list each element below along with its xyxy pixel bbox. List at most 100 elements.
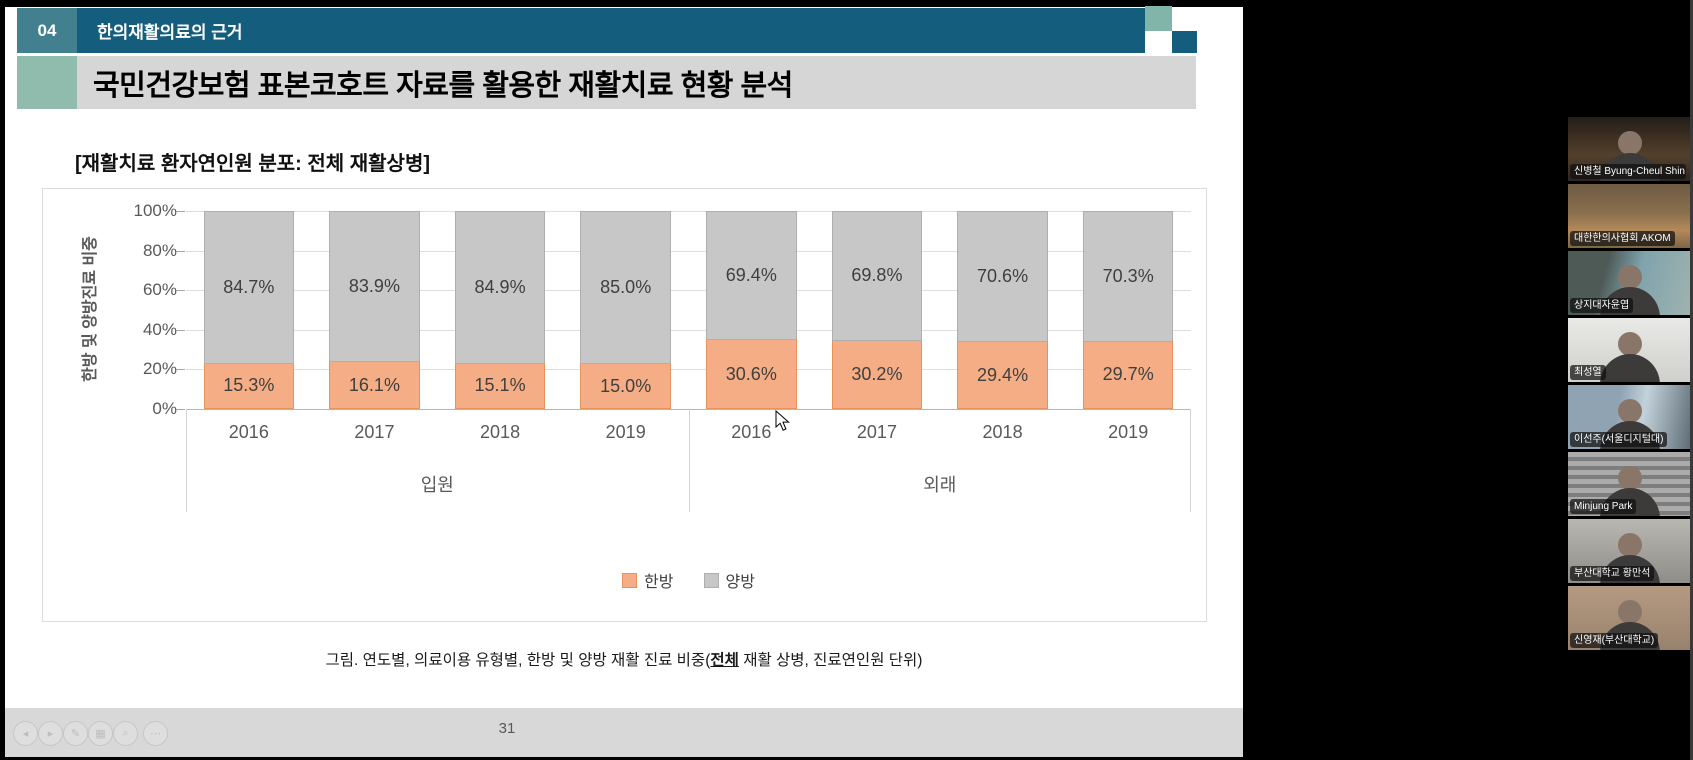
gridline xyxy=(186,250,1191,252)
slide-navigator-icon[interactable]: ▦ xyxy=(88,721,113,746)
bar-segment-yangbang: 70.6% xyxy=(957,211,1048,343)
bar-value-label: 30.2% xyxy=(851,363,903,384)
bar-segment-hanbang: 30.6% xyxy=(706,340,797,409)
more-options-icon[interactable]: ⋯ xyxy=(143,721,168,746)
bars-layer: 84.7% 15.3% 83.9% 16.1% 84.9% 15.1% 85.0% 15.0%… xyxy=(186,211,1191,409)
bar-value-label: 15.3% xyxy=(223,375,275,396)
legend-swatch xyxy=(622,572,638,588)
year-label: 2017 xyxy=(856,421,897,442)
next-slide-icon[interactable]: ▸ xyxy=(38,721,63,746)
chart-legend: 한방 양방 xyxy=(186,567,1191,593)
previous-slide-icon[interactable]: ◂ xyxy=(13,721,38,746)
bar-segment-yangbang: 85.0% xyxy=(580,211,671,365)
zoom-tool-icon[interactable]: ⌕ xyxy=(113,721,138,746)
bar-stack: 69.4% 30.6% xyxy=(706,211,797,409)
bar-value-label: 30.6% xyxy=(725,363,777,384)
bar-stack: 85.0% 15.0% xyxy=(580,211,671,409)
year-label: 2019 xyxy=(605,421,646,442)
participant-video[interactable]: Minjung Park xyxy=(1568,452,1691,516)
chart-container: 한방 및 양방진료 비중 100% 80% 60% 40% 20% 0% 84.7% 15.… xyxy=(42,188,1207,622)
participant-name: 이선주(서울디지털대) xyxy=(1570,432,1668,447)
bar-segment-hanbang: 30.2% xyxy=(831,340,923,409)
participant-video[interactable]: 이선주(서울디지털대) xyxy=(1568,385,1691,449)
participant-video[interactable]: 대한한의사협회 AKOM xyxy=(1568,184,1691,248)
decor-square-dark-icon xyxy=(1172,31,1197,53)
slideshow-toolbar: ◂ ▸ ✎ ▦ ⌕ ⋯ xyxy=(13,721,168,746)
x-axis-year-labels: 2016 2017 2018 2019 2016 2017 2018 2019 xyxy=(186,409,1191,455)
bar-segment-yangbang: 69.4% xyxy=(706,211,797,341)
bar-stack: 70.3% 29.7% xyxy=(1082,211,1174,409)
participant-video[interactable]: 신병철 Byung-Cheul Shin xyxy=(1568,117,1691,181)
year-label: 2017 xyxy=(354,421,395,442)
bar-segment-yangbang: 70.3% xyxy=(1082,211,1174,342)
bar-value-label: 69.8% xyxy=(851,265,903,286)
year-label: 2019 xyxy=(1108,421,1149,442)
y-tick-label: 60% xyxy=(142,280,177,300)
participant-video[interactable]: 신영재(부산대학교) xyxy=(1568,586,1691,650)
bar-value-label: 29.7% xyxy=(1102,364,1154,385)
year-label: 2016 xyxy=(731,421,772,442)
y-tick-label: 100% xyxy=(133,201,177,220)
decor-square-green-icon xyxy=(17,56,77,109)
pen-tool-icon[interactable]: ✎ xyxy=(63,721,88,746)
legend-swatch xyxy=(703,572,719,588)
mouse-cursor xyxy=(775,410,790,431)
y-axis-tick-labels: 100% 80% 60% 40% 20% 0% xyxy=(101,201,177,418)
presentation-slide: 04 한의재활의료의 근거 국민건강보험 표본코호트 자료를 활용한 재활치료 … xyxy=(5,6,1243,757)
bar-segment-hanbang: 15.3% xyxy=(203,363,295,409)
axis-tick-mark xyxy=(176,211,185,212)
bar-stack: 84.9% 15.1% xyxy=(454,211,546,409)
bar-입원-2016: 84.7% 15.3% xyxy=(186,211,312,409)
bar-외래-2018: 70.6% 29.4% xyxy=(940,211,1066,409)
gridline xyxy=(186,329,1191,331)
y-tick-label: 0% xyxy=(152,399,177,418)
bar-segment-hanbang: 16.1% xyxy=(329,362,420,409)
participant-video[interactable]: 부산대학교 황만석 xyxy=(1568,519,1691,583)
bar-외래-2017: 69.8% 30.2% xyxy=(814,211,940,409)
bar-value-label: 83.9% xyxy=(348,276,400,297)
axis-tick-mark xyxy=(176,290,185,292)
bar-segment-hanbang: 29.7% xyxy=(1082,341,1174,409)
figure-caption: 그림. 연도별, 의료이용 유형별, 한방 및 양방 재활 진료 비중(전체 재… xyxy=(5,648,1243,670)
decor-square-light-icon xyxy=(1145,6,1172,31)
legend-item-양방: 양방 xyxy=(703,568,755,592)
bar-value-label: 84.7% xyxy=(223,276,275,297)
bar-value-label: 70.3% xyxy=(1102,265,1154,286)
bar-stack: 70.6% 29.4% xyxy=(957,211,1048,409)
bar-value-label: 29.4% xyxy=(977,364,1029,385)
bar-입원-2017: 83.9% 16.1% xyxy=(312,211,438,409)
section-number-badge: 04 xyxy=(17,8,77,53)
bar-segment-yangbang: 83.9% xyxy=(329,211,420,363)
axis-tick-mark xyxy=(176,329,185,331)
bar-value-label: 15.1% xyxy=(474,375,526,396)
year-label: 2016 xyxy=(228,421,269,442)
bar-stack: 83.9% 16.1% xyxy=(329,211,420,409)
caption-emphasis: 전체 xyxy=(710,652,739,669)
slide-footer: ◂ ▸ ✎ ▦ ⌕ ⋯ 31 xyxy=(5,708,1243,757)
participant-name: 부산대학교 황만석 xyxy=(1570,566,1655,581)
plot-area: 84.7% 15.3% 83.9% 16.1% 84.9% 15.1% 85.0% 15.0%… xyxy=(176,211,1191,410)
year-label: 2018 xyxy=(480,421,521,442)
participant-name: 신영재(부산대학교) xyxy=(1570,633,1659,648)
participant-video[interactable]: 최성열 xyxy=(1568,318,1691,382)
bar-stack: 69.8% 30.2% xyxy=(831,211,923,409)
bar-segment-yangbang: 84.7% xyxy=(203,211,295,364)
participant-video[interactable]: 상지대자윤엽 xyxy=(1568,251,1691,315)
section-title-bar: 한의재활의료의 근거 xyxy=(77,8,1145,53)
participant-name: 신병철 Byung-Cheul Shin xyxy=(1570,164,1686,179)
gridline xyxy=(186,290,1191,292)
bar-외래-2019: 70.3% 29.7% xyxy=(1065,211,1191,409)
participant-name: 대한한의사협회 AKOM xyxy=(1570,231,1675,246)
section-title: 한의재활의료의 근거 xyxy=(97,23,243,42)
bar-외래-2016: 69.4% 30.6% xyxy=(689,211,815,409)
y-tick-label: 20% xyxy=(142,359,177,379)
participant-name: 최성열 xyxy=(1570,365,1606,380)
bar-value-label: 85.0% xyxy=(600,277,652,298)
group-label-외래: 외래 xyxy=(923,474,957,495)
slide-title: 국민건강보험 표본코호트 자료를 활용한 재활치료 현황 분석 xyxy=(93,69,793,102)
axis-tick-mark xyxy=(176,409,185,410)
caption-suffix: 재활 상병, 진료연인원 단위) xyxy=(738,652,923,669)
y-tick-label: 80% xyxy=(142,240,177,260)
sidebar-edge-strip xyxy=(1690,0,1693,760)
